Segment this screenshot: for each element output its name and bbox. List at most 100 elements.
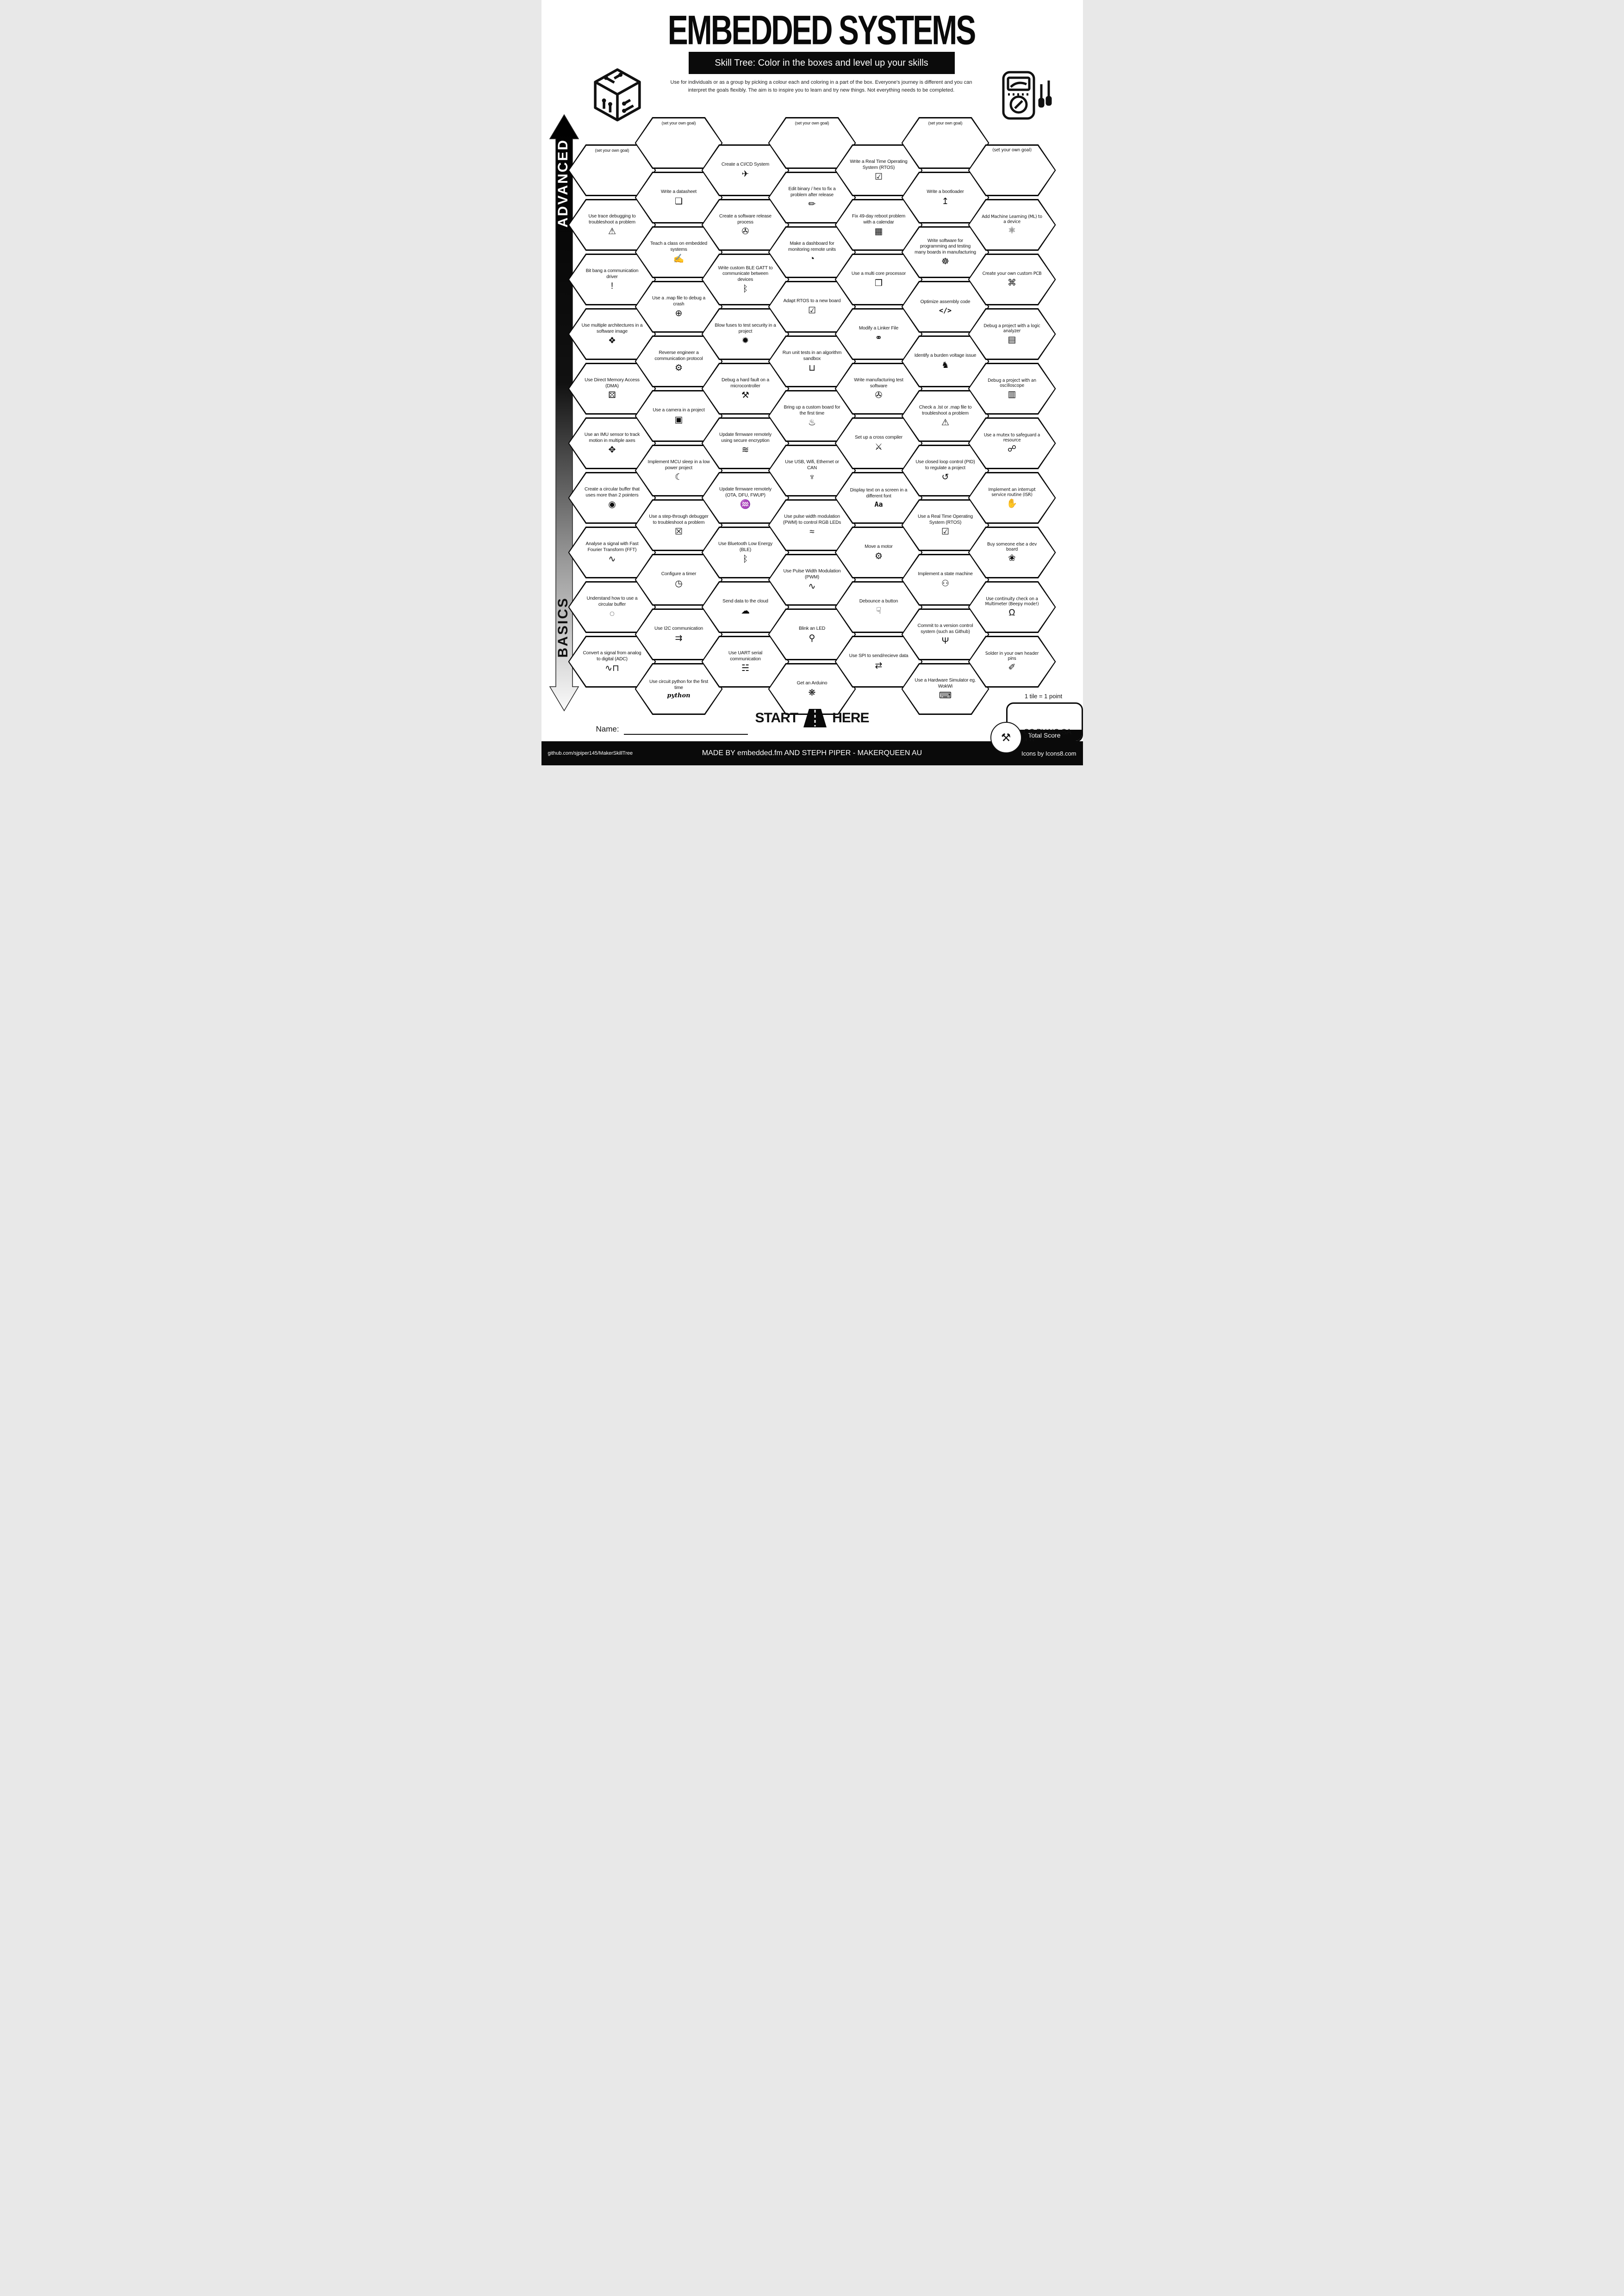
goal-hex[interactable]: (set your own goal): [968, 144, 1056, 196]
rocket-box-icon: ✈: [741, 169, 749, 179]
skill-hex[interactable]: Bring up a custom board for the first ti…: [768, 390, 856, 442]
skill-hex[interactable]: Use I2C communication ⇉: [635, 608, 723, 660]
skill-hex[interactable]: Debounce a button ☟: [834, 581, 923, 633]
skill-hex[interactable]: Write a bootloader ↥: [901, 172, 989, 223]
skill-hex[interactable]: Use trace debugging to troubleshoot a pr…: [568, 199, 656, 251]
goal-hex[interactable]: (set your own goal): [568, 144, 656, 196]
skill-hex[interactable]: Use continuity check on a Multimeter (Be…: [968, 581, 1056, 633]
skill-hex[interactable]: Display text on a screen in a different …: [834, 472, 923, 524]
skill-hex[interactable]: Use an IMU sensor to track motion in mul…: [568, 417, 656, 469]
skill-hex[interactable]: Check a .lst or .map file to troubleshoo…: [901, 390, 989, 442]
skill-hex[interactable]: Send data to the cloud ☁: [701, 581, 790, 633]
skill-hex[interactable]: Optimize assembly code </>: [901, 281, 989, 333]
skill-hex[interactable]: Understand how to use a circular buffer ◌: [568, 581, 656, 633]
skill-hex[interactable]: Implement an interrupt service routine (…: [968, 472, 1056, 524]
skill-hex[interactable]: Add Machine Learning (ML) to a device ⚛: [968, 199, 1056, 251]
goal-hex[interactable]: (set your own goal): [768, 117, 856, 169]
skill-hex[interactable]: Write manufacturing test software ✇: [834, 363, 923, 415]
hex-label: Bring up a custom board for the first ti…: [784, 405, 840, 416]
skill-hex[interactable]: Implement MCU sleep in a low power proje…: [635, 445, 723, 496]
skill-hex[interactable]: Solder in your own header pins ✐: [968, 636, 1056, 688]
skill-hex[interactable]: Commit to a version control system (such…: [901, 608, 989, 660]
skill-hex[interactable]: Identify a burden voltage issue ♞: [901, 335, 989, 387]
skill-hex[interactable]: Move a motor ⚙: [834, 527, 923, 578]
skill-hex[interactable]: Create a CI/CD System ✈: [701, 144, 790, 196]
explosion-icon: ✹: [741, 335, 749, 346]
skill-hex[interactable]: Write custom BLE GATT to communicate bet…: [701, 254, 790, 305]
skill-hex[interactable]: Debug a project with a logic analyzer ▤: [968, 308, 1056, 360]
hex-label: Send data to the cloud: [722, 599, 768, 604]
skill-hex[interactable]: Modify a Linker File ⚭: [834, 308, 923, 360]
skill-hex[interactable]: Update firmware remotely using secure en…: [701, 417, 790, 469]
footer-icons-credit[interactable]: Icons by Icons8.com: [1021, 750, 1076, 757]
skill-hex[interactable]: Use a multi core processor ❒: [834, 254, 923, 305]
skill-hex[interactable]: Edit binary / hex to fix a problem after…: [768, 172, 856, 223]
skill-hex[interactable]: Write a Real Time Operating System (RTOS…: [834, 144, 923, 196]
skill-hex[interactable]: Configure a timer ◷: [635, 554, 723, 606]
skill-hex[interactable]: Use a Hardware Simulator eg. WokWi ⌨: [901, 663, 989, 715]
skill-hex[interactable]: Blink an LED ⚲: [768, 608, 856, 660]
skill-hex[interactable]: Create a software release process ✇: [701, 199, 790, 251]
skill-hex[interactable]: Analyse a signal with Fast Fourier Trans…: [568, 527, 656, 578]
skill-hex[interactable]: Use circuit python for the first time pyt…: [635, 663, 723, 715]
skill-hex[interactable]: Debug a hard fault on a microcontroller ⚒: [701, 363, 790, 415]
skill-hex[interactable]: Use SPI to send/recieve data ⇄: [834, 636, 923, 688]
skill-hex[interactable]: Blow fuses to test security in a project…: [701, 308, 790, 360]
skill-hex[interactable]: Implement a state machine ⚇: [901, 554, 989, 606]
skill-hex[interactable]: Update firmware remotely (OTA, DFU, FWUP…: [701, 472, 790, 524]
skill-hex[interactable]: Use UART serial communication ☵: [701, 636, 790, 688]
skill-hex[interactable]: Get an Arduino ❋: [768, 663, 856, 715]
skill-hex[interactable]: Bit bang a communication driver!: [568, 254, 656, 305]
teacher-blackboard-icon: ✍: [673, 254, 684, 264]
skill-hex[interactable]: Fix 49-day reboot problem with a calenda…: [834, 199, 923, 251]
skill-hex[interactable]: Use USB, Wifi, Ethernet or CAN ♆: [768, 445, 856, 496]
hex-label: Update firmware remotely using secure en…: [719, 432, 772, 443]
hex-label: Write a datasheet: [660, 189, 697, 195]
exclamation-icon: !: [610, 281, 614, 291]
skill-hex[interactable]: Use Bluetooth Low Energy (BLE) ᛒ: [701, 527, 790, 578]
skill-hex[interactable]: Buy someone else a dev board ❀: [968, 527, 1056, 578]
skill-hex[interactable]: Use a .map file to debug a crash ⊕: [635, 281, 723, 333]
skill-hex[interactable]: Set up a cross compiler ⚔: [834, 417, 923, 469]
skill-hex[interactable]: Adapt RTOS to a new board ☑: [768, 281, 856, 333]
cube-network-icon: ❖: [608, 335, 616, 346]
hex-label: Use a .map file to debug a crash: [652, 296, 706, 307]
skill-hex[interactable]: Write a datasheet ❏: [635, 172, 723, 223]
skill-hex[interactable]: Use a camera in a project ▣: [635, 390, 723, 442]
skill-hex[interactable]: Use multiple architectures in a software…: [568, 308, 656, 360]
multimeter-logo-icon: [1002, 71, 1052, 120]
goal-hex[interactable]: (set your own goal): [901, 117, 989, 169]
skill-hex[interactable]: Run unit tests in an algorithm sandbox ⊔: [768, 335, 856, 387]
skill-hex[interactable]: Use pulse width modulation (PWM) to cont…: [768, 499, 856, 551]
skill-hex[interactable]: Use Pulse Width Modulation (PWM) ∿: [768, 554, 856, 606]
skill-hex[interactable]: Use a step-through debugger to troublesh…: [635, 499, 723, 551]
skill-hex[interactable]: Use a Real Time Operating System (RTOS) ☑: [901, 499, 989, 551]
footer-github-link[interactable]: github.com/sjpiper145/MakerSkillTree: [548, 751, 633, 756]
skill-hex[interactable]: Create a circular buffer that uses more …: [568, 472, 656, 524]
start-word: START: [755, 710, 798, 726]
goal-hex[interactable]: (set your own goal): [635, 117, 723, 169]
hex-label: Use Pulse Width Modulation (PWM): [783, 569, 841, 580]
hex-label: Modify a Linker File: [859, 326, 899, 331]
skill-hex[interactable]: Make a dashboard for monitoring remote u…: [768, 226, 856, 278]
hex-label: Create a circular buffer that uses more …: [585, 487, 640, 498]
chip-cube-logo-icon: [593, 68, 641, 122]
skill-hex[interactable]: Use a mutex to safeguard a resource ☍: [968, 417, 1056, 469]
bluetooth-icon: ᛒ: [742, 284, 748, 294]
hex-label: Analyse a signal with Fast Fourier Trans…: [585, 541, 639, 552]
name-line[interactable]: [623, 734, 748, 735]
monitor-alert-icon: ⚠: [941, 417, 950, 428]
skill-hex[interactable]: Use closed loop control (PID) to regulat…: [901, 445, 989, 496]
hex-label: Use Bluetooth Low Energy (BLE): [718, 541, 773, 552]
skill-hex[interactable]: Convert a signal from analog to digital …: [568, 636, 656, 688]
skill-hex[interactable]: Reverse engineer a communication protoco…: [635, 335, 723, 387]
skill-hex[interactable]: Debug a project with an oscilloscope ▥: [968, 363, 1056, 415]
skill-hex[interactable]: Teach a class on embedded systems ✍: [635, 226, 723, 278]
hex-label: Use closed loop control (PID) to regulat…: [915, 459, 975, 471]
skill-hex[interactable]: Write software for programming and testi…: [901, 226, 989, 278]
gauge-icon: ◔: [809, 254, 815, 264]
skill-tree-banner: Skill Tree: Color in the boxes and level…: [688, 52, 955, 74]
skill-hex[interactable]: Create your own custom PCB ⌘: [968, 254, 1056, 305]
pcb-icon: ⌘: [1008, 278, 1016, 288]
skill-hex[interactable]: Use Direct Memory Access (DMA) ⚄: [568, 363, 656, 415]
